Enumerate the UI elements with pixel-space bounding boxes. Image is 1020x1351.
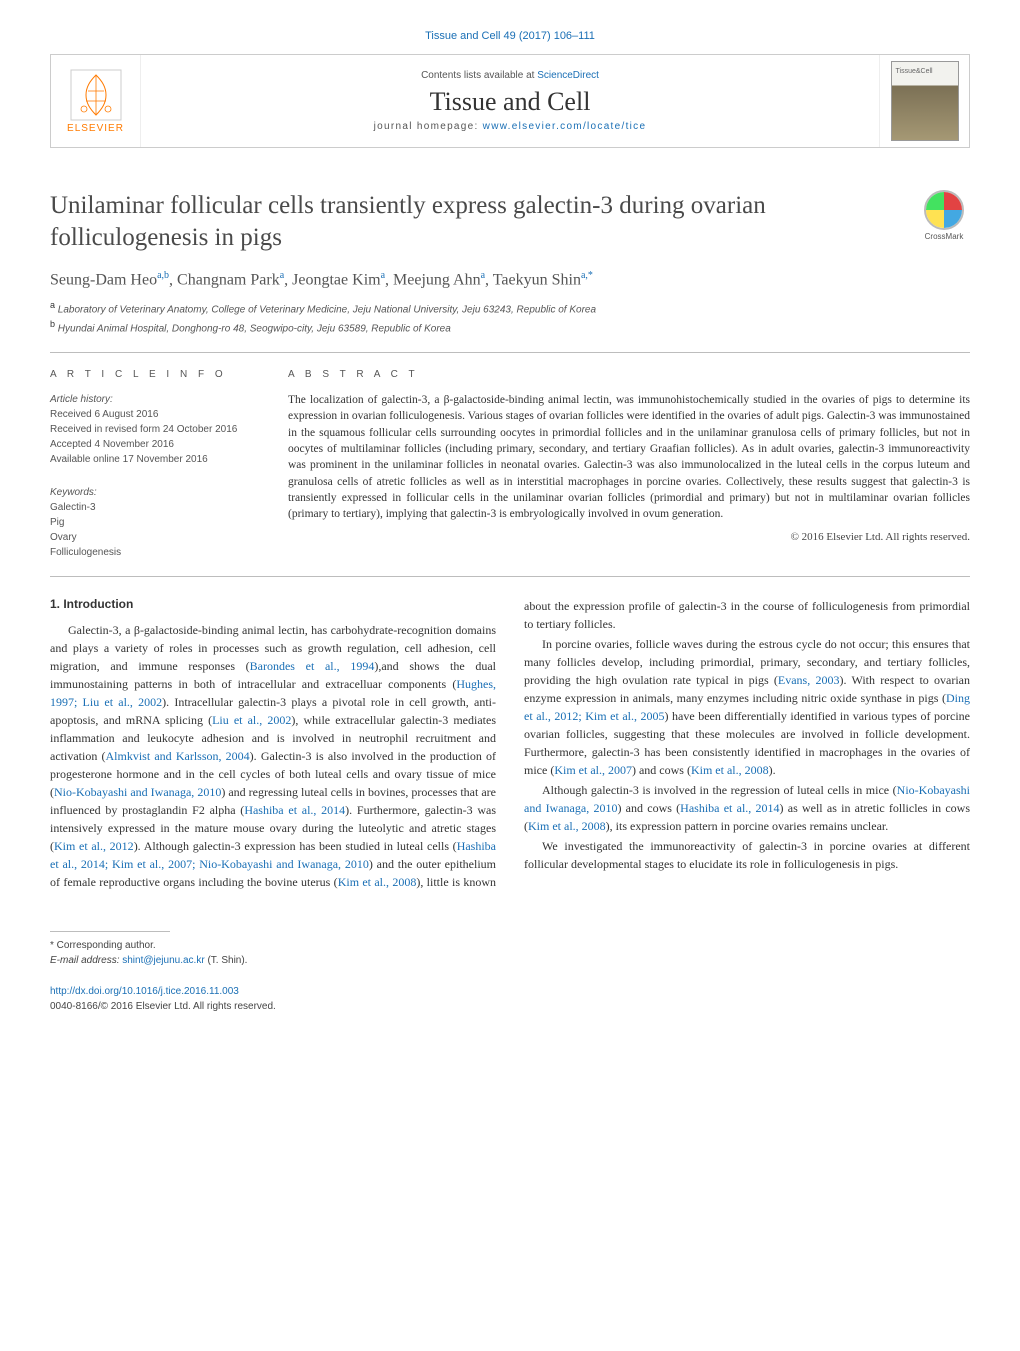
publisher-label: ELSEVIER	[67, 123, 124, 134]
crossmark-label: CrossMark	[918, 232, 970, 241]
affiliation-a: a Laboratory of Veterinary Anatomy, Coll…	[50, 299, 970, 317]
journal-cover-thumb: Tissue&Cell	[891, 61, 959, 141]
body-text: ).	[769, 763, 776, 777]
sciencedirect-link[interactable]: ScienceDirect	[537, 70, 599, 81]
abstract-copyright: © 2016 Elsevier Ltd. All rights reserved…	[288, 531, 970, 543]
body-text: ). Although galectin-3 expression has be…	[134, 839, 457, 853]
email-line: E-mail address: shint@jejunu.ac.kr (T. S…	[50, 953, 970, 968]
citation-link[interactable]: Kim et al., 2008	[528, 819, 606, 833]
history-online: Available online 17 November 2016	[50, 452, 260, 467]
issn-copyright: 0040-8166/© 2016 Elsevier Ltd. All right…	[50, 999, 970, 1014]
cover-thumb-label: Tissue&Cell	[896, 68, 933, 75]
citation-link[interactable]: Kim et al., 2008	[691, 763, 769, 777]
footer-block: * Corresponding author. E-mail address: …	[50, 931, 970, 1014]
contents-prefix: Contents lists available at	[421, 70, 537, 81]
article-info-col: A R T I C L E I N F O Article history: R…	[50, 369, 260, 560]
issue-citation-link[interactable]: Tissue and Cell 49 (2017) 106–111	[50, 30, 970, 42]
history-label: Article history:	[50, 392, 260, 407]
doi-line: http://dx.doi.org/10.1016/j.tice.2016.11…	[50, 984, 970, 999]
crossmark-icon	[924, 190, 964, 230]
doi-link[interactable]: http://dx.doi.org/10.1016/j.tice.2016.11…	[50, 986, 239, 997]
body-text: ) and cows (	[617, 801, 680, 815]
body-paragraph: We investigated the immunoreactivity of …	[524, 837, 970, 873]
citation-link[interactable]: Hashiba et al., 2014	[680, 801, 779, 815]
elsevier-tree-icon	[70, 69, 122, 121]
abstract-col: A B S T R A C T The localization of gale…	[288, 369, 970, 560]
homepage-prefix: journal homepage:	[374, 121, 483, 132]
journal-homepage-line: journal homepage: www.elsevier.com/locat…	[374, 121, 647, 132]
email-suffix: (T. Shin).	[205, 955, 248, 966]
journal-header-bar: ELSEVIER Contents lists available at Sci…	[50, 54, 970, 148]
citation-link[interactable]: Kim et al., 2012	[54, 839, 134, 853]
header-center: Contents lists available at ScienceDirec…	[141, 55, 879, 147]
abstract-heading: A B S T R A C T	[288, 369, 970, 380]
history-received: Received 6 August 2016	[50, 407, 260, 422]
citation-link[interactable]: Barondes et al., 1994	[250, 659, 375, 673]
journal-cover-block: Tissue&Cell	[879, 55, 969, 147]
affiliation-b: b Hyundai Animal Hospital, Donghong-ro 4…	[50, 318, 970, 336]
affiliation-b-text: Hyundai Animal Hospital, Donghong-ro 48,…	[58, 323, 451, 334]
journal-homepage-link[interactable]: www.elsevier.com/locate/tice	[483, 121, 647, 132]
affiliation-a-text: Laboratory of Veterinary Anatomy, Colleg…	[58, 305, 596, 316]
article-title: Unilaminar follicular cells transiently …	[50, 190, 902, 254]
citation-link[interactable]: Hashiba et al., 2014	[244, 803, 345, 817]
citation-link[interactable]: Kim et al., 2008	[338, 875, 417, 889]
citation-link[interactable]: Liu et al., 2002	[212, 713, 291, 727]
crossmark-badge[interactable]: CrossMark	[918, 190, 970, 241]
affiliations: a Laboratory of Veterinary Anatomy, Coll…	[50, 299, 970, 336]
keyword-item: Galectin-3	[50, 500, 260, 515]
citation-link[interactable]: Almkvist and Karlsson, 2004	[105, 749, 249, 763]
keywords-label: Keywords:	[50, 485, 260, 500]
history-revised: Received in revised form 24 October 2016	[50, 422, 260, 437]
body-paragraph: Although galectin-3 is involved in the r…	[524, 781, 970, 835]
article-history: Article history: Received 6 August 2016 …	[50, 392, 260, 467]
keyword-item: Ovary	[50, 530, 260, 545]
publisher-block: ELSEVIER	[51, 55, 141, 147]
email-label: E-mail address:	[50, 955, 122, 966]
journal-name: Tissue and Cell	[430, 87, 591, 117]
abstract-text: The localization of galectin-3, a β-gala…	[288, 392, 970, 523]
body-paragraph: In porcine ovaries, follicle waves durin…	[524, 635, 970, 779]
body-text: Although galectin-3 is involved in the r…	[542, 783, 897, 797]
keyword-item: Folliculogenesis	[50, 545, 260, 560]
footnote-rule	[50, 931, 170, 932]
section-heading-intro: 1. Introduction	[50, 597, 496, 611]
article-body: 1. Introduction Galectin-3, a β-galactos…	[50, 597, 970, 891]
history-accepted: Accepted 4 November 2016	[50, 437, 260, 452]
body-text: ) and cows (	[632, 763, 691, 777]
author-list: Seung-Dam Heoa,b, Changnam Parka, Jeongt…	[50, 270, 970, 289]
rule-upper	[50, 352, 970, 353]
contents-line: Contents lists available at ScienceDirec…	[421, 70, 599, 81]
rule-lower	[50, 576, 970, 577]
body-text: ), its expression pattern in porcine ova…	[606, 819, 889, 833]
article-info-heading: A R T I C L E I N F O	[50, 369, 260, 380]
citation-link[interactable]: Nio-Kobayashi and Iwanaga, 2010	[54, 785, 221, 799]
email-link[interactable]: shint@jejunu.ac.kr	[122, 955, 204, 966]
citation-link[interactable]: Evans, 2003	[778, 673, 840, 687]
corresponding-author-note: * Corresponding author.	[50, 938, 970, 953]
keyword-item: Pig	[50, 515, 260, 530]
keywords-block: Keywords: Galectin-3 Pig Ovary Folliculo…	[50, 485, 260, 560]
citation-link[interactable]: Kim et al., 2007	[554, 763, 632, 777]
